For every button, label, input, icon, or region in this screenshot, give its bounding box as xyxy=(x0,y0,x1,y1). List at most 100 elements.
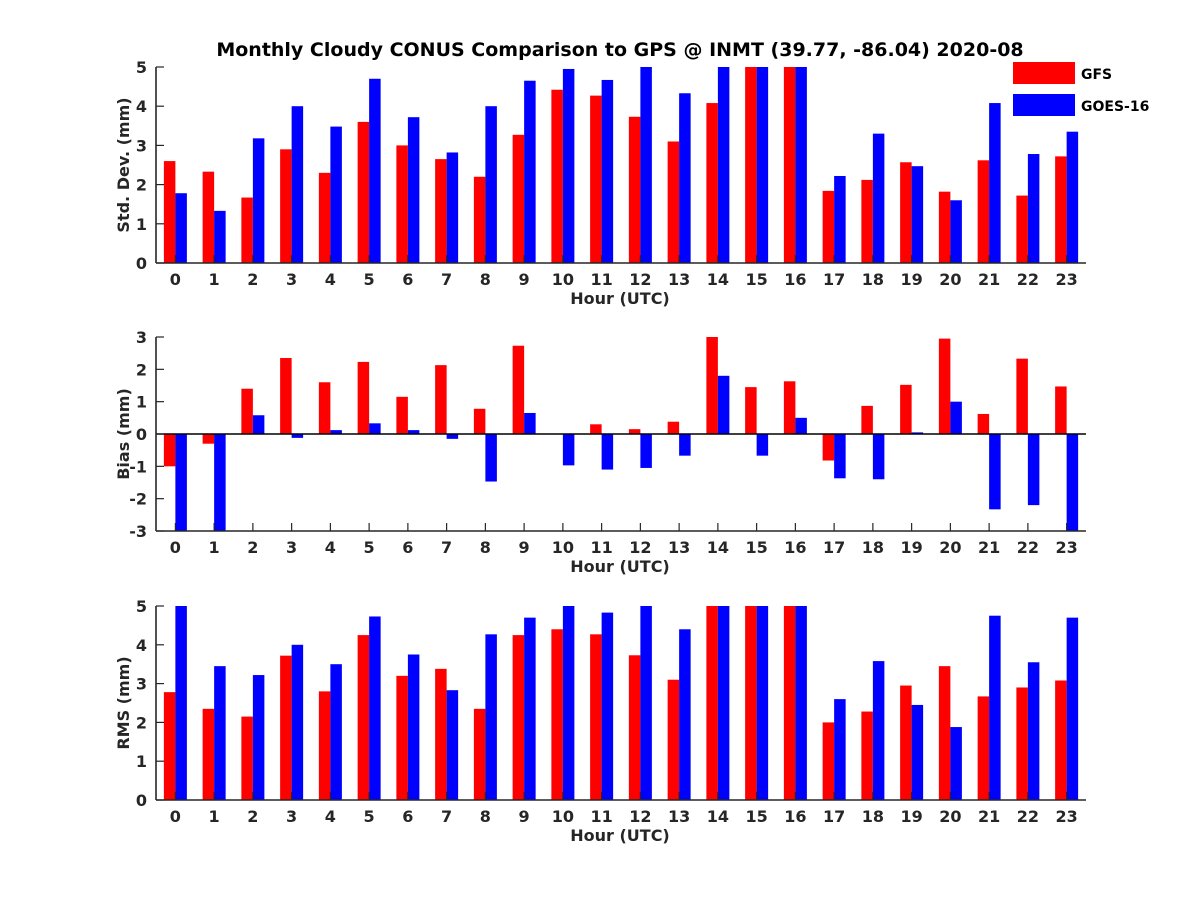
bar-std-goes16-4 xyxy=(330,126,342,263)
y-tick-label-bias-1: 1 xyxy=(136,393,147,412)
x-tick-label-bias-15: 15 xyxy=(745,538,767,557)
bar-bias-gfs-2 xyxy=(241,388,253,434)
x-tick-label-std-6: 6 xyxy=(402,270,413,289)
y-tick-label-std-3: 3 xyxy=(136,136,147,155)
bar-rms-gfs-19 xyxy=(900,685,912,800)
bar-std-gfs-9 xyxy=(512,134,525,263)
bar-std-goes16-3 xyxy=(291,106,304,263)
x-tick-label-bias-2: 2 xyxy=(247,538,258,557)
y-tick-label-std-4: 4 xyxy=(136,97,147,116)
bar-bias-gfs-6 xyxy=(396,396,408,434)
x-tick-label-std-2: 2 xyxy=(247,270,258,289)
bar-rms-gfs-5 xyxy=(357,635,370,800)
bar-bias-gfs-4 xyxy=(318,382,331,434)
x-tick-label-rms-8: 8 xyxy=(480,807,491,826)
bar-rms-goes16-16 xyxy=(795,606,807,800)
bar-rms-goes16-22 xyxy=(1027,662,1040,800)
y-tick-label-bias--2: -2 xyxy=(129,490,147,509)
bar-std-gfs-13 xyxy=(667,141,680,263)
x-tick-label-std-16: 16 xyxy=(784,270,806,289)
x-tick-label-bias-13: 13 xyxy=(668,538,690,557)
bar-rms-gfs-22 xyxy=(1016,687,1028,800)
bar-bias-gfs-23 xyxy=(1055,386,1067,434)
bar-std-gfs-20 xyxy=(938,191,951,263)
x-tick-label-std-23: 23 xyxy=(1055,270,1077,289)
bar-std-goes16-18 xyxy=(872,133,885,263)
bar-std-gfs-1 xyxy=(202,171,215,263)
bar-bias-gfs-11 xyxy=(590,424,602,434)
bar-rms-goes16-15 xyxy=(756,606,769,800)
x-tick-label-bias-3: 3 xyxy=(286,538,297,557)
bar-std-goes16-8 xyxy=(485,106,497,263)
x-tick-label-std-22: 22 xyxy=(1017,270,1039,289)
x-tick-label-bias-10: 10 xyxy=(552,538,574,557)
bar-bias-gfs-22 xyxy=(1016,358,1028,434)
bar-bias-goes16-19 xyxy=(911,432,924,434)
bar-bias-gfs-20 xyxy=(938,338,951,434)
bar-rms-gfs-7 xyxy=(435,668,447,800)
x-tick-label-std-4: 4 xyxy=(325,270,336,289)
bar-std-goes16-17 xyxy=(834,175,846,263)
x-tick-label-rms-19: 19 xyxy=(900,807,922,826)
bar-std-goes16-1 xyxy=(214,210,226,263)
bar-rms-gfs-3 xyxy=(280,655,292,800)
x-tick-label-std-13: 13 xyxy=(668,270,690,289)
x-tick-label-rms-3: 3 xyxy=(286,807,297,826)
bar-bias-goes16-9 xyxy=(524,412,536,434)
y-tick-label-bias-3: 3 xyxy=(136,328,147,347)
x-tick-label-std-19: 19 xyxy=(900,270,922,289)
bar-rms-goes16-4 xyxy=(330,664,342,800)
bar-rms-gfs-12 xyxy=(628,655,641,800)
x-tick-label-bias-8: 8 xyxy=(480,538,491,557)
bar-std-goes16-11 xyxy=(601,79,614,263)
bar-bias-gfs-9 xyxy=(512,345,525,434)
bar-rms-goes16-23 xyxy=(1066,617,1079,800)
bar-bias-goes16-20 xyxy=(950,401,962,434)
legend-swatch-goes16 xyxy=(1013,94,1075,116)
bar-std-gfs-12 xyxy=(628,116,641,263)
bar-std-gfs-11 xyxy=(590,95,602,264)
bar-rms-goes16-2 xyxy=(252,675,265,800)
y-axis-label-bias: Bias (mm) xyxy=(114,388,133,480)
bar-rms-goes16-7 xyxy=(446,690,459,800)
bar-std-goes16-22 xyxy=(1027,154,1040,263)
bar-std-goes16-5 xyxy=(369,78,381,263)
x-tick-label-rms-23: 23 xyxy=(1055,807,1077,826)
bar-std-goes16-10 xyxy=(562,68,575,264)
bar-rms-goes16-6 xyxy=(407,654,420,800)
bar-bias-gfs-8 xyxy=(473,408,486,434)
bar-bias-goes16-4 xyxy=(330,430,342,434)
bar-bias-goes16-7 xyxy=(446,434,459,439)
x-tick-label-bias-1: 1 xyxy=(209,538,220,557)
x-tick-label-std-3: 3 xyxy=(286,270,297,289)
x-axis-label-std: Hour (UTC) xyxy=(570,289,670,308)
bar-rms-goes16-8 xyxy=(485,634,497,800)
bar-bias-goes16-0 xyxy=(175,434,187,531)
bar-rms-gfs-0 xyxy=(163,692,176,800)
bar-std-goes16-23 xyxy=(1066,131,1079,263)
bar-bias-goes16-2 xyxy=(252,415,265,434)
bar-std-gfs-0 xyxy=(163,161,176,263)
bar-rms-gfs-11 xyxy=(590,634,602,800)
bar-bias-gfs-5 xyxy=(357,361,370,434)
y-tick-label-bias--3: -3 xyxy=(129,522,147,541)
y-tick-label-bias--1: -1 xyxy=(129,457,147,476)
x-axis-label-bias: Hour (UTC) xyxy=(570,557,670,576)
x-tick-label-bias-4: 4 xyxy=(325,538,336,557)
bar-std-goes16-20 xyxy=(950,200,962,263)
x-tick-label-bias-22: 22 xyxy=(1017,538,1039,557)
x-tick-label-std-9: 9 xyxy=(519,270,530,289)
y-tick-label-std-0: 0 xyxy=(136,254,147,273)
x-tick-label-bias-12: 12 xyxy=(629,538,651,557)
x-tick-label-bias-21: 21 xyxy=(978,538,1000,557)
bar-rms-goes16-9 xyxy=(524,617,536,800)
bar-bias-goes16-10 xyxy=(562,434,575,466)
x-tick-label-rms-5: 5 xyxy=(364,807,375,826)
legend-label-goes16: GOES-16 xyxy=(1081,99,1149,115)
chart-title: Monthly Cloudy CONUS Comparison to GPS @… xyxy=(216,39,1023,61)
bar-std-gfs-8 xyxy=(473,176,486,263)
bar-std-goes16-12 xyxy=(640,67,652,263)
y-tick-label-rms-2: 2 xyxy=(136,713,147,732)
